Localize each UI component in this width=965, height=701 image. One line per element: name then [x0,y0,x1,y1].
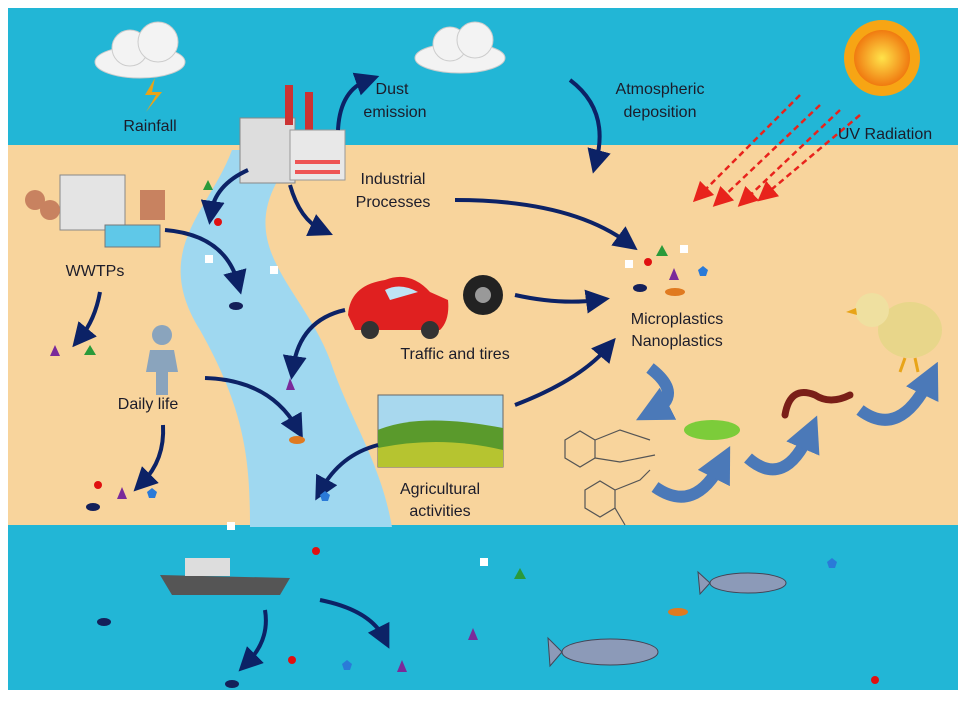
background [8,8,958,690]
grass [684,420,740,440]
uv-rays [692,94,861,207]
label-traffic: Traffic and tires [400,346,509,363]
wwtp [25,174,165,248]
label-industrial: Processes [356,194,431,211]
label-atmospheric: deposition [624,104,697,121]
lightning [145,78,162,112]
chemical-structure [564,429,656,526]
label-daily-life: Daily life [118,396,179,413]
sun [844,20,920,96]
blue-arrows [636,361,939,503]
label-microplastics: Microplastics [631,311,723,328]
label-wwtps: WWTPs [66,263,125,280]
label-dust: Dust [376,81,409,98]
label-uv: UV Radiation [838,126,932,143]
label-rainfall: Rainfall [123,118,176,135]
label-atmospheric: Atmospheric [616,81,705,98]
tire [463,275,503,315]
label-nanoplastics: Nanoplastics [631,333,723,350]
person [146,325,178,395]
navy-arrows [72,72,638,672]
car [348,276,449,339]
worm [781,389,854,419]
label-agricultural: Agricultural [400,481,480,498]
farm [377,394,504,468]
label-dust: emission [363,104,426,121]
labels: Rainfall Dust emission Atmospheric depos… [66,81,932,520]
particles [50,180,879,688]
factory [239,85,346,184]
label-agricultural: activities [409,503,470,520]
clouds [94,21,506,79]
fish [547,570,787,668]
label-industrial: Industrial [361,171,426,188]
chick [846,293,942,373]
ship [160,558,290,595]
